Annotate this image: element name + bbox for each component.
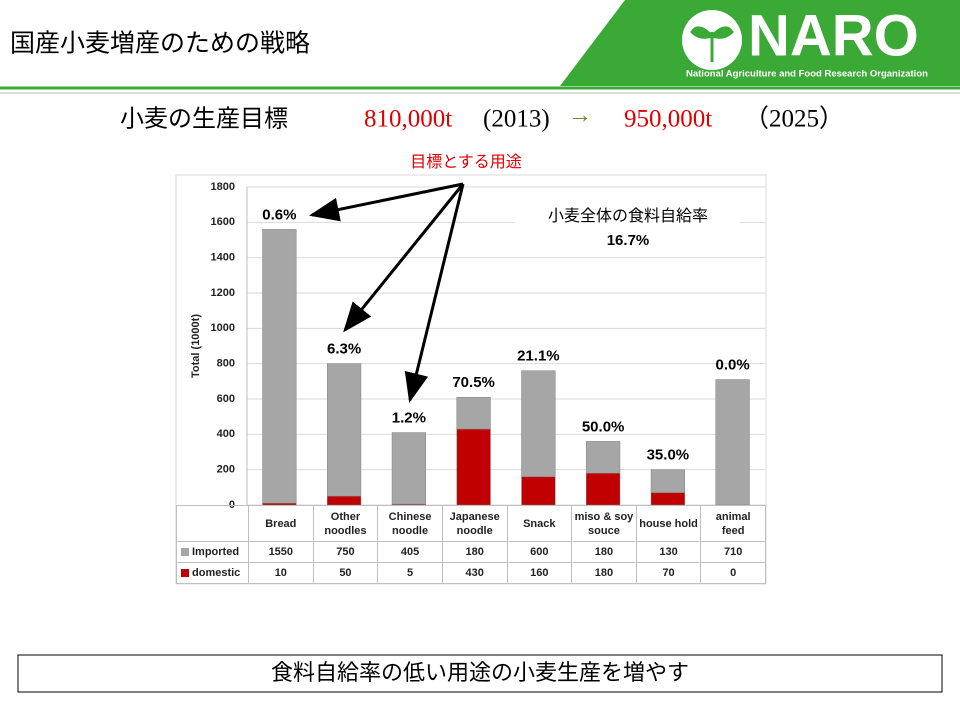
logo-text: NARO <box>748 3 919 68</box>
category-label: house hold <box>635 505 702 542</box>
bar-label: 35.0% <box>647 447 690 464</box>
y-tick-label: 600 <box>217 393 235 405</box>
overall-box <box>515 203 740 253</box>
table-corner <box>176 505 249 542</box>
bar-label: 50.0% <box>582 418 625 435</box>
table-value: 50 <box>312 562 379 584</box>
bar-segment <box>391 432 426 505</box>
y-tick-label: 0 <box>229 499 235 511</box>
bar-label: 1.2% <box>392 410 426 427</box>
goal-year: (2013) <box>483 106 550 133</box>
bar-label: 0.0% <box>716 357 750 374</box>
table-value: 600 <box>506 541 573 563</box>
category-label: Snack <box>506 505 573 542</box>
table-value: 1550 <box>248 541 314 563</box>
y-tick-label: 1400 <box>211 252 235 264</box>
table-row: Imported 1550 750 405 180 600 180 130 710 <box>176 541 766 563</box>
y-tick-label: 200 <box>217 464 235 476</box>
bar-segment <box>715 379 750 506</box>
legend-swatch <box>181 548 189 557</box>
bar-segment <box>521 370 556 477</box>
table-value: 5 <box>377 562 443 584</box>
bar-segment <box>327 363 362 497</box>
table-value: 160 <box>506 562 573 584</box>
y-tick-label: 800 <box>217 358 235 370</box>
goal-arrow: → <box>568 101 592 128</box>
bar-segment <box>650 469 685 493</box>
y-axis-title: Total (1000t) <box>190 314 202 378</box>
footer-box <box>17 654 943 693</box>
table-row: domestic 10 50 5 430 160 180 70 0 <box>176 562 766 584</box>
bar-label: 0.6% <box>262 206 296 223</box>
table-value: 405 <box>377 541 443 563</box>
bar-segment <box>262 229 297 504</box>
table-value: 710 <box>700 541 766 563</box>
table-value: 180 <box>571 562 637 584</box>
table-header-row: Bread Other noodles Chinese noodle Japanese… <box>176 505 766 542</box>
y-tick-label: 1200 <box>211 287 235 299</box>
table-value: 750 <box>312 541 379 563</box>
bar-label: 70.5% <box>452 374 495 391</box>
bar-segment <box>456 428 491 506</box>
category-label: miso & soy souce <box>571 505 637 542</box>
y-tick-label: 1000 <box>211 322 235 334</box>
category-label: Other noodles <box>312 505 379 542</box>
bar-segment <box>521 476 556 506</box>
table-value: 180 <box>441 541 508 563</box>
bar-segment <box>586 472 621 506</box>
callout-arrow <box>404 183 465 403</box>
header-title: 国産小麦増産のための戦略 <box>10 30 310 58</box>
bar-segment <box>327 495 362 506</box>
goal-amount: 950,000t <box>624 106 712 133</box>
bar-segment <box>586 441 621 474</box>
overall-value: 16.7% <box>607 232 650 249</box>
goal-year: （2025） <box>744 105 844 133</box>
table-value: 0 <box>700 562 766 584</box>
table-value: 10 <box>248 562 314 584</box>
y-tick-label: 1600 <box>211 216 235 228</box>
category-label: Chinese noodle <box>377 505 443 542</box>
callout-arrow <box>309 182 464 222</box>
callout-arrow <box>343 183 465 333</box>
bar-label: 21.1% <box>517 348 560 365</box>
bar-segment <box>650 492 685 506</box>
footer-text: 食料自給率の低い用途の小麦生産を増やす <box>271 660 689 685</box>
table-value: 130 <box>635 541 702 563</box>
callout: 目標とする用途 <box>410 153 522 171</box>
category-label: Bread <box>248 505 314 542</box>
table-value: 70 <box>635 562 702 584</box>
organization: National Agriculture and Food Research O… <box>686 69 928 80</box>
goal-label: 小麦の生産目標 <box>120 105 288 132</box>
category-label: Japanese noodle <box>441 505 508 542</box>
logo-sprout <box>690 26 734 62</box>
legend-swatch <box>181 569 189 578</box>
series-cell: Imported <box>176 541 249 563</box>
chart-frame <box>175 174 767 585</box>
overall-label: 小麦全体の食料自給率 <box>548 207 708 225</box>
goal-amount: 810,000t <box>364 106 452 133</box>
legend-label: domestic <box>192 567 241 579</box>
bar-label: 6.3% <box>327 341 361 358</box>
data-table: Bread Other noodles Chinese noodle Japanese… <box>176 505 766 584</box>
table-value: 430 <box>441 562 508 584</box>
legend-label: Imported <box>192 546 240 558</box>
y-tick-label: 400 <box>217 428 235 440</box>
bar-segment <box>456 396 491 430</box>
series-cell: domestic <box>176 562 249 584</box>
table-value: 180 <box>571 541 637 563</box>
logo-banner <box>560 0 960 86</box>
y-tick-label: 1800 <box>211 181 235 193</box>
category-label: animal feed <box>700 505 766 542</box>
